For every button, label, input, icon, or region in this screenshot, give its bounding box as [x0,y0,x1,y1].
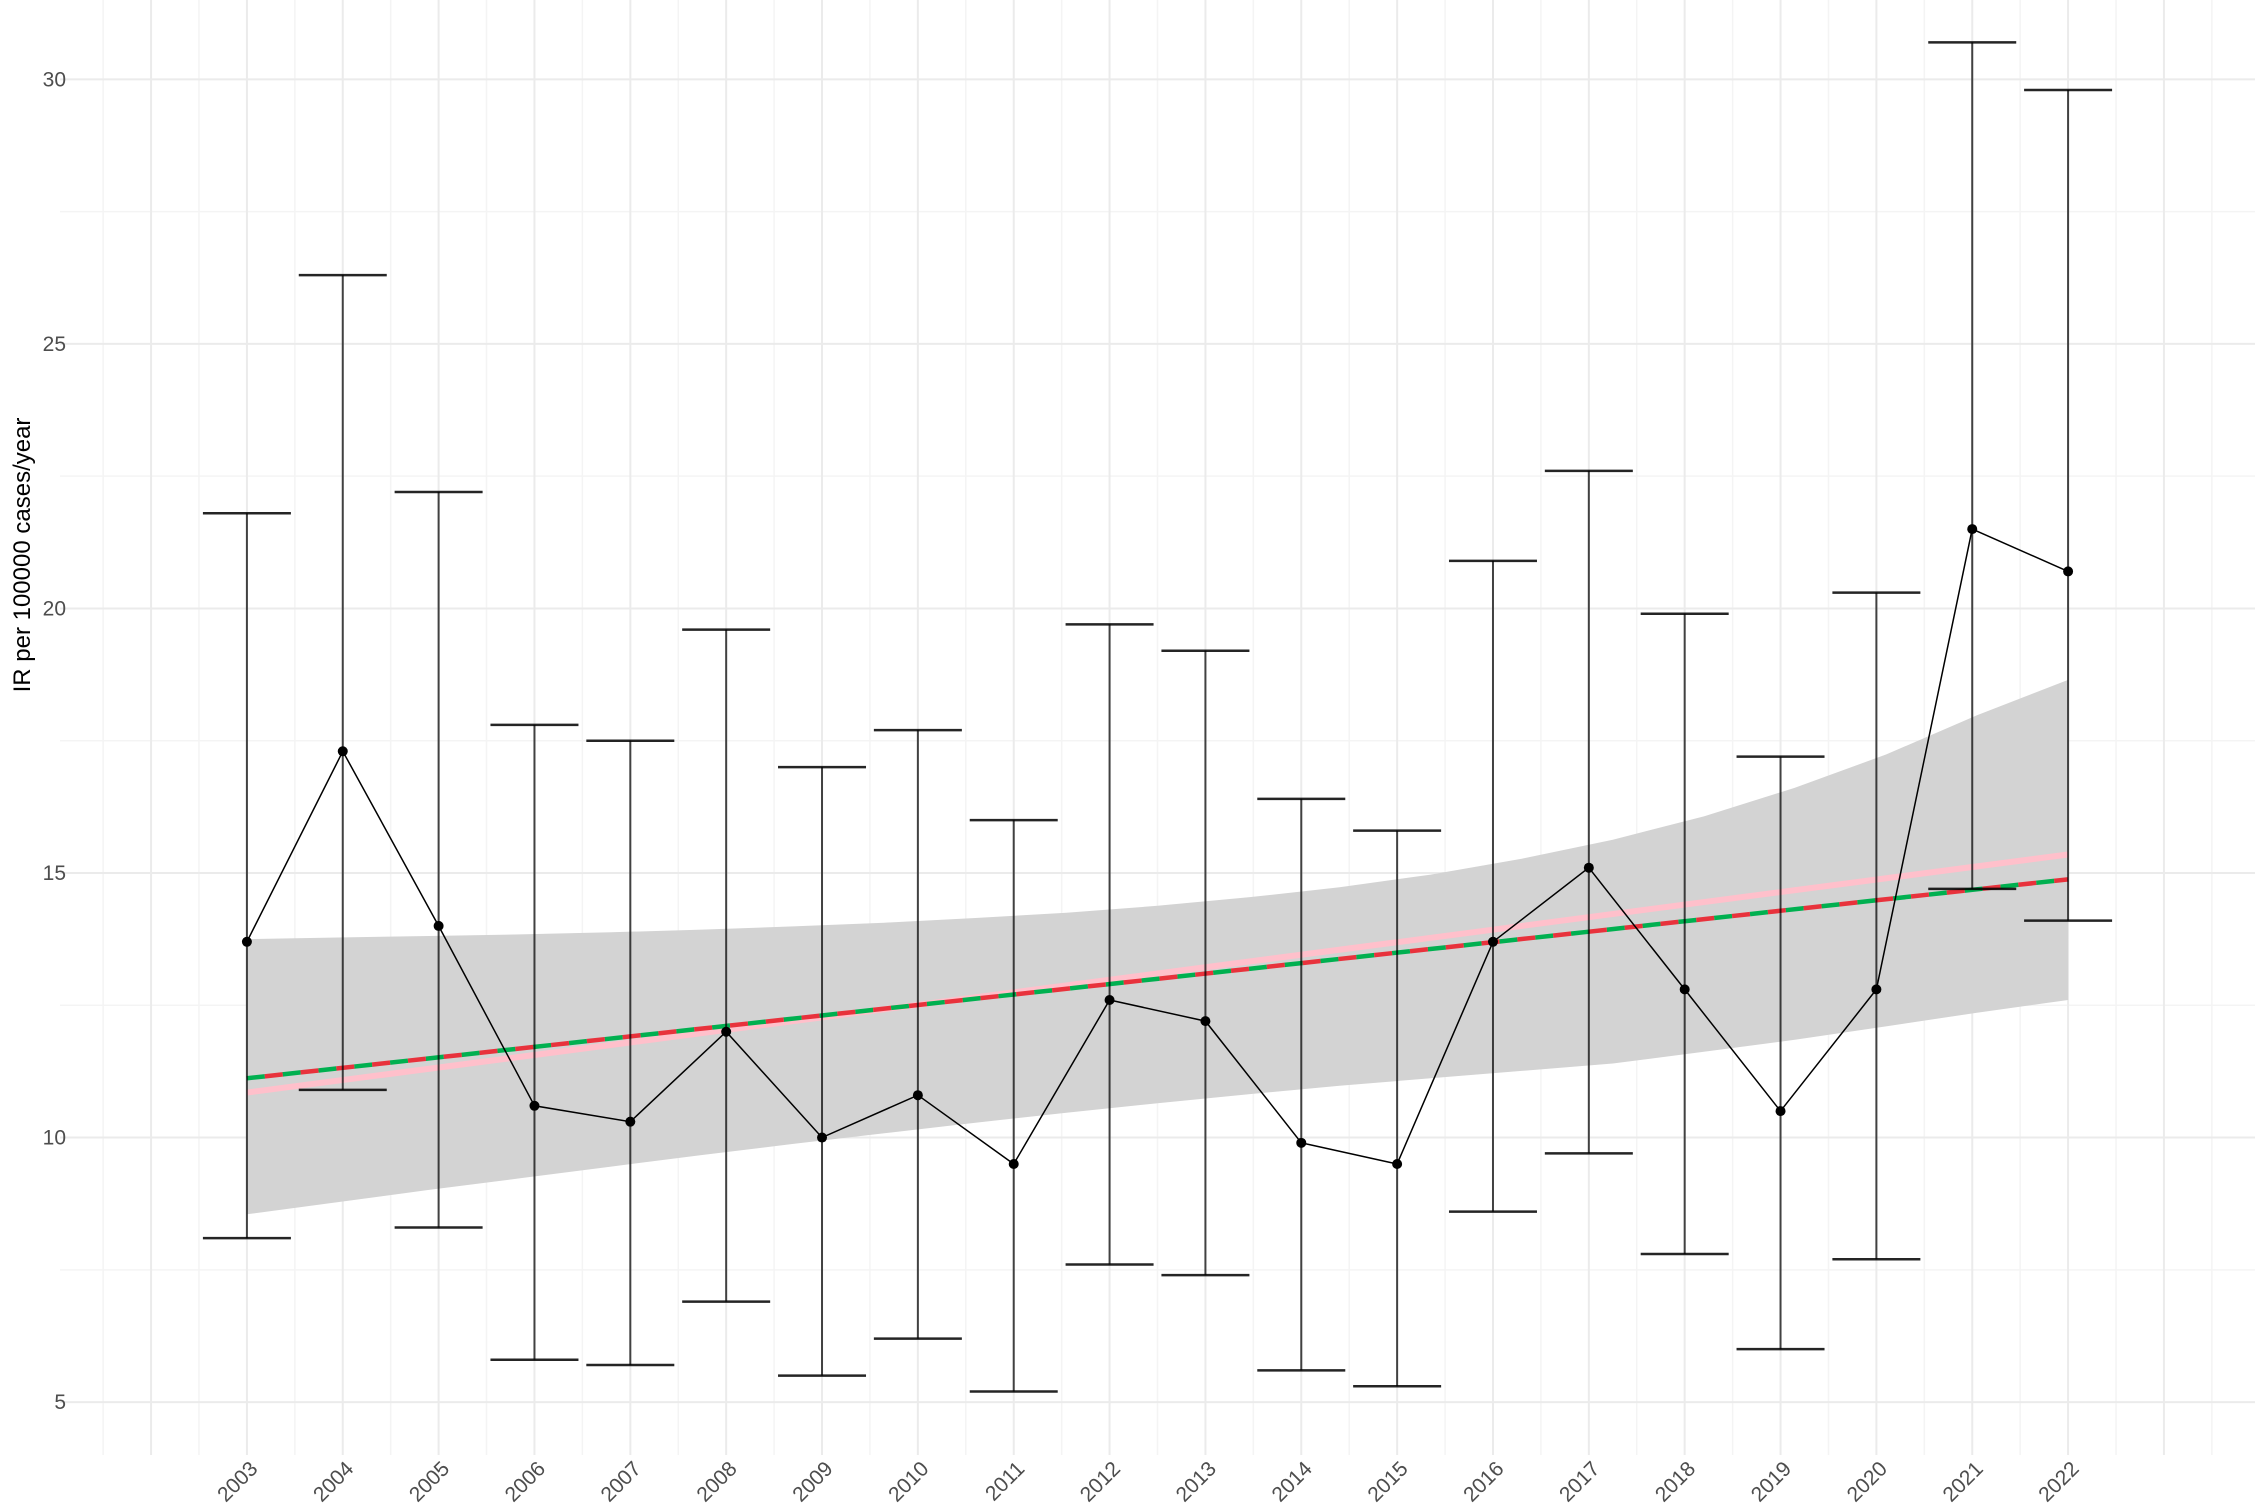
y-tick-label: 15 [43,862,66,885]
data-point [1296,1137,1307,1148]
y-axis-title: IR per 100000 cases/year [9,418,36,693]
data-point [1679,984,1690,995]
y-tick-label: 20 [43,597,66,620]
grid-minor [60,0,2255,1455]
data-point [1967,524,1978,535]
series-line [246,528,2069,1166]
y-tick-label: 5 [54,1391,66,1414]
data-point [912,1090,923,1101]
data-point [1200,1016,1211,1027]
data-point [1775,1106,1786,1117]
y-tick-labels: 5 10 15 20 25 30 [43,68,66,1414]
data-point [241,936,252,947]
data-point [721,1026,732,1037]
data-point [1487,936,1498,947]
points [241,524,2074,1169]
data-point [1008,1159,1019,1169]
y-tick-label: 25 [43,333,66,356]
data-point [817,1132,828,1143]
data-point [529,1100,540,1111]
confidence-band-area [246,679,2069,1215]
series-polyline [246,528,2069,1166]
data-point [2063,566,2074,577]
data-point [1871,984,1882,995]
data-point [1392,1159,1403,1169]
data-point [1104,994,1115,1005]
data-point [337,746,348,757]
y-tick-label: 30 [43,68,66,91]
error-bars [202,41,2113,1393]
trend-line [246,877,2069,1081]
trend-lines [246,851,2069,1096]
data-point [625,1116,636,1127]
data-point [1583,862,1594,873]
y-tick-label: 10 [43,1127,66,1150]
trend-line [246,851,2069,1096]
data-point [433,920,444,931]
confidence-band [246,679,2069,1215]
